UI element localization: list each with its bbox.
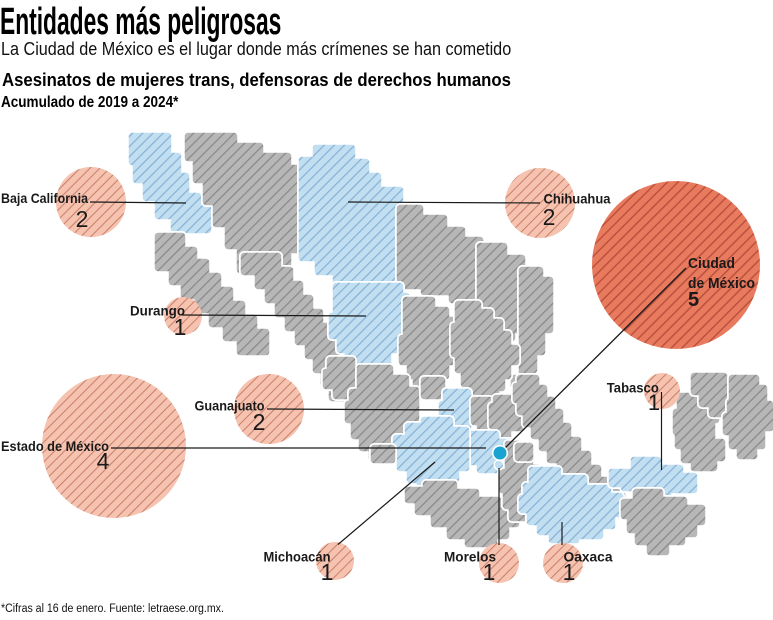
- svg-text:1: 1: [648, 390, 660, 415]
- svg-text:Guanajuato: Guanajuato: [195, 398, 265, 414]
- svg-text:Michoacán: Michoacán: [264, 549, 331, 565]
- svg-text:1: 1: [563, 559, 576, 585]
- svg-text:5: 5: [688, 289, 699, 311]
- svg-text:1: 1: [483, 559, 496, 585]
- svg-text:Chihuahua: Chihuahua: [544, 191, 611, 207]
- svg-text:4: 4: [97, 448, 110, 474]
- svg-text:Ciudad: Ciudad: [688, 255, 735, 272]
- svg-text:Morelos: Morelos: [444, 549, 496, 565]
- svg-text:1: 1: [321, 559, 334, 585]
- svg-text:2: 2: [543, 204, 556, 230]
- svg-text:1: 1: [174, 314, 187, 340]
- svg-text:Tabasco: Tabasco: [607, 380, 659, 396]
- svg-text:Baja California: Baja California: [1, 190, 88, 206]
- svg-text:Oaxaca: Oaxaca: [564, 549, 613, 565]
- svg-text:2: 2: [76, 206, 89, 232]
- svg-text:2: 2: [253, 409, 266, 435]
- svg-text:de México: de México: [688, 275, 755, 292]
- svg-text:Durango: Durango: [130, 303, 185, 319]
- svg-text:Estado de México: Estado de México: [1, 438, 109, 454]
